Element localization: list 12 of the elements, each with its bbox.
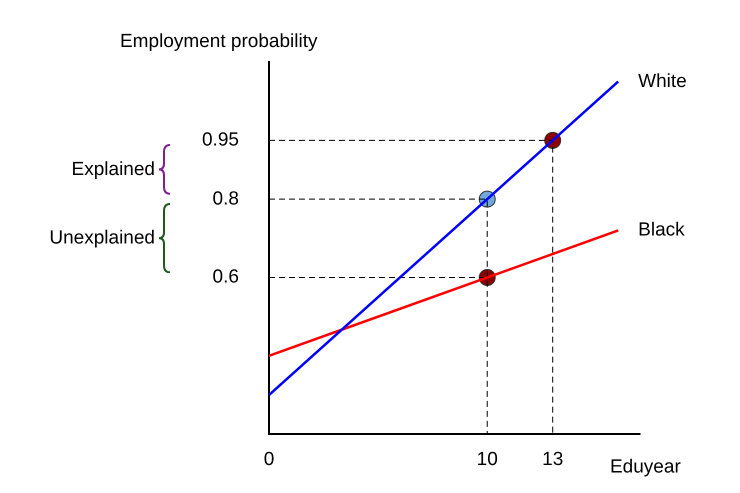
x-tick-label: 0 <box>264 448 274 470</box>
y-axis-title: Employment probability <box>120 31 318 52</box>
series-label: White <box>638 70 687 92</box>
y-tick-label: 0.95 <box>202 130 239 151</box>
x-tick-label: 10 <box>476 448 498 470</box>
text: Unexplained <box>49 228 155 249</box>
x-axis-title: Eduyear <box>610 456 682 478</box>
series-label: Black <box>638 220 686 241</box>
y-tick-label: 0.8 <box>212 188 239 210</box>
x-tick-label: 13 <box>542 448 564 470</box>
y-tick-label: 0.6 <box>212 266 239 288</box>
text: Explained <box>72 158 155 180</box>
